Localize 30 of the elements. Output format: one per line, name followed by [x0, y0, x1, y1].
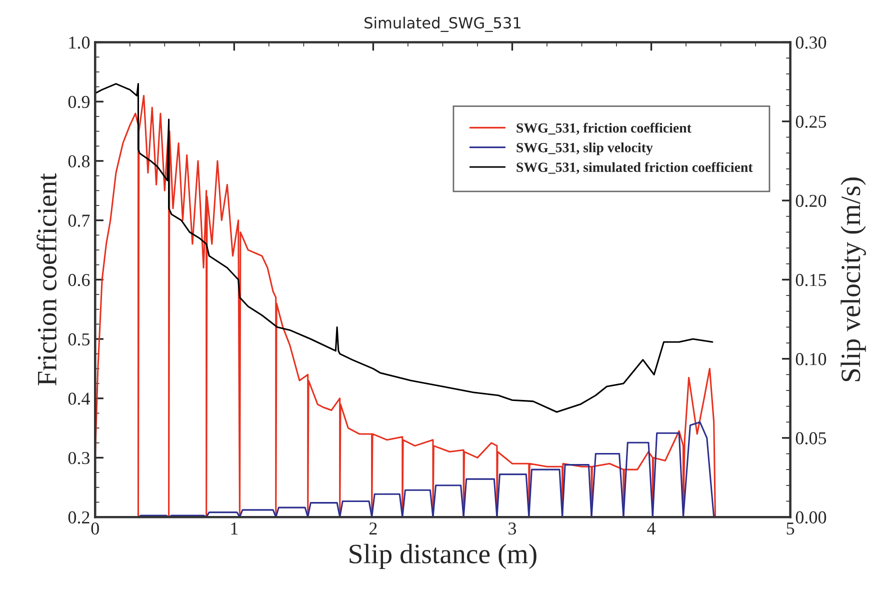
x-tick-label: 2 [369, 522, 377, 534]
y2-tick-label: 0.20 [796, 194, 826, 208]
y-tick-label: 0.4 [68, 392, 90, 405]
x-axis-title: Slip distance (m) [350, 544, 536, 570]
y-tick-label: 0.6 [68, 274, 90, 286]
y2-tick-label: 0.10 [796, 353, 826, 366]
legend-label: SWG_531, slip velocity [516, 142, 653, 156]
y-tick-label: 0.3 [68, 452, 90, 464]
x-tick-label: 5 [786, 522, 794, 535]
line-series [137, 421, 715, 518]
y2-tick-label: 0.25 [796, 116, 826, 128]
y2-tick-label: 0.30 [796, 36, 826, 49]
x-tick-label: 3 [508, 522, 516, 535]
x-tick-label: 1 [231, 522, 238, 534]
y-tick-label: 0.7 [68, 214, 90, 227]
y2-tick-label: 0.05 [796, 432, 826, 444]
y2-axis-title: Slip velocity (m/s) [840, 177, 866, 382]
y-tick-label: 0.5 [68, 333, 90, 346]
x-tick-label: 4 [647, 522, 656, 534]
y2-tick-label: 0.00 [796, 511, 826, 524]
y-axis-title: Friction coefficient [36, 173, 56, 386]
legend-label: SWG_531, friction coefficient [516, 122, 692, 135]
chart-title: Simulated_SWG_531 [364, 16, 520, 32]
y-tick-label: 0.8 [68, 155, 90, 168]
legend-label: SWG_531, simulated friction coefficient [516, 162, 753, 174]
y-tick-label: 1.0 [69, 36, 90, 49]
x-tick-label: 0 [91, 522, 99, 535]
y-tick-label: 0.2 [68, 511, 90, 524]
y-tick-label: 0.9 [68, 96, 90, 108]
y2-tick-label: 0.15 [796, 274, 826, 286]
